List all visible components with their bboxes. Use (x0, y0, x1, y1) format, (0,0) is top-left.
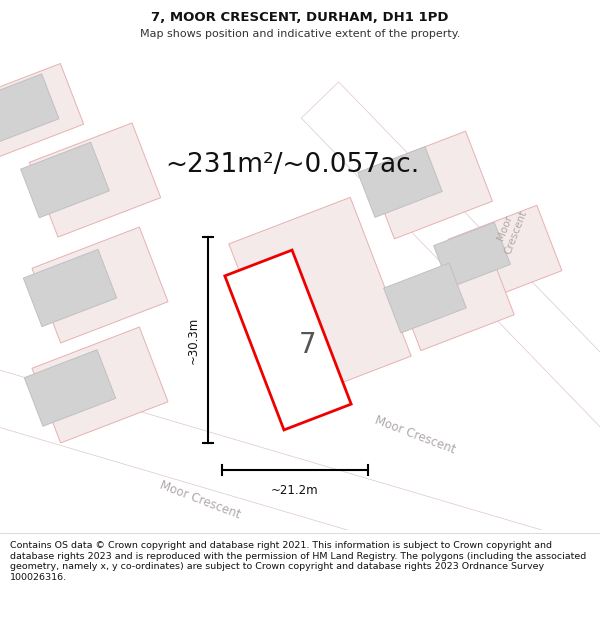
Polygon shape (384, 263, 466, 333)
Polygon shape (29, 123, 161, 237)
Polygon shape (0, 74, 59, 142)
Polygon shape (448, 205, 562, 305)
Text: Moor
Crescent: Moor Crescent (491, 204, 529, 256)
Text: Moor Crescent: Moor Crescent (158, 479, 242, 521)
Polygon shape (368, 131, 493, 239)
Polygon shape (24, 350, 116, 426)
Polygon shape (32, 327, 168, 443)
Polygon shape (229, 198, 411, 402)
Polygon shape (358, 147, 442, 218)
Text: Contains OS data © Crown copyright and database right 2021. This information is : Contains OS data © Crown copyright and d… (10, 541, 586, 582)
Text: Moor Crescent: Moor Crescent (373, 414, 457, 456)
Text: 7, MOOR CRESCENT, DURHAM, DH1 1PD: 7, MOOR CRESCENT, DURHAM, DH1 1PD (151, 11, 449, 24)
Text: ~30.3m: ~30.3m (187, 316, 200, 364)
Polygon shape (225, 250, 351, 430)
Text: ~21.2m: ~21.2m (271, 484, 319, 497)
Polygon shape (32, 227, 168, 343)
Text: Map shows position and indicative extent of the property.: Map shows position and indicative extent… (140, 29, 460, 39)
Polygon shape (0, 364, 588, 596)
Polygon shape (434, 222, 511, 288)
Polygon shape (396, 249, 514, 351)
Polygon shape (0, 64, 83, 156)
Polygon shape (20, 142, 109, 218)
Polygon shape (23, 249, 116, 327)
Polygon shape (301, 82, 600, 428)
Text: 7: 7 (299, 331, 317, 359)
Text: ~231m²/~0.057ac.: ~231m²/~0.057ac. (165, 152, 419, 178)
